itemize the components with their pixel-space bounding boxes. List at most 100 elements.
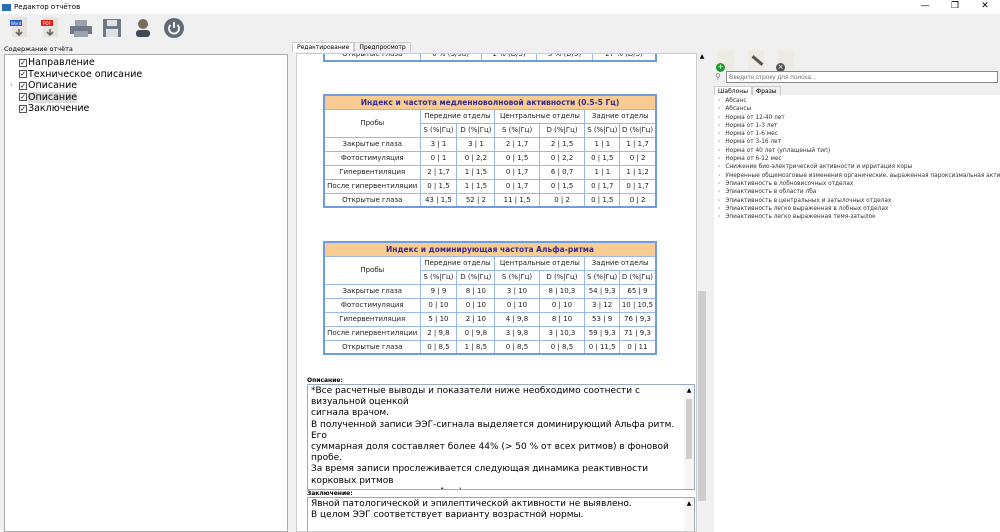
table-cell: 59 | 9,3 [584,325,620,341]
textarea-scrollbar[interactable]: ▲ [684,385,694,489]
tree-item-description-2[interactable]: ✓ Описание [9,91,287,104]
minimize-button[interactable]: — [920,1,930,11]
template-item[interactable]: › Эпиактивность в лобновисочных отделах [718,180,996,188]
panel-header: Содержание отчёта [4,45,73,53]
document-scrollbar[interactable]: ▲ [697,53,707,532]
chevron-right-icon[interactable]: › [718,180,721,187]
remove-icon: × [776,63,785,72]
chevron-right-icon[interactable]: › [718,189,721,196]
table-row: Открытые глаза 0 | 8,5 1 | 8,5 0 | 8,5 0 | 8… [323,339,657,355]
template-label: Умеренные общемозговые изменения органич… [725,172,1000,179]
print-button[interactable] [68,16,94,40]
user-button[interactable] [130,16,156,40]
template-item[interactable]: › Норма от 3-16 лет [718,138,996,146]
chevron-right-icon[interactable]: › [718,114,721,121]
checkbox[interactable]: ✓ [19,81,27,90]
template-item[interactable]: › Норма от 6-12 мес [718,155,996,163]
chevron-right-icon[interactable]: › [718,156,721,163]
table-cell: 3 | 12 [584,297,620,313]
scrollbar-thumb[interactable] [698,291,706,501]
delete-template-button[interactable]: × [776,50,794,72]
template-label: Норма от 12-40 лет [725,114,785,121]
group-header: Передние отделы [419,108,496,124]
table-cell: 54 | 9,3 [584,283,620,299]
table-cell: 1 % (D/5) [480,54,538,62]
chevron-right-icon[interactable]: › [718,131,721,138]
power-button[interactable] [161,16,187,40]
chevron-right-icon[interactable]: › [718,147,721,154]
save-button[interactable] [99,16,125,40]
text-line: В полученной записи ЭЭГ-сигнала выделяет… [311,419,675,441]
table-cell: 8 | 10,3 [538,283,586,299]
template-item[interactable]: › Абсанс [718,97,996,105]
chevron-right-icon[interactable]: › [718,205,721,212]
title-bar: Редактор отчётов — ❐ ✕ [0,0,1000,14]
tab-editing[interactable]: Редактирование [292,42,355,52]
tree-item-conclusion[interactable]: ✓ Заключение [9,103,287,115]
export-word-button[interactable]: Word [6,16,32,40]
description-textarea[interactable]: ▲ *Все расчетные выводы и показатели ниже… [307,384,695,490]
table-cell: 0 | 2 [619,192,657,208]
table-cell: 2 | 1,7 [419,164,458,180]
export-pdf-button[interactable]: PDF [37,16,63,40]
table-title: Индекс и частота медленноволновой активн… [323,94,657,110]
group-header: Задние отделы [584,255,657,271]
chevron-right-icon[interactable]: › [718,139,721,146]
close-button[interactable]: ✕ [981,1,989,11]
template-label: Эпиактивность в центральных и затылочных… [725,197,892,204]
template-label: Абсансы [725,106,752,113]
template-item[interactable]: › Абсансы [718,105,996,113]
table-row: После гипервентиляции 2 | 9,8 0 | 9,8 3 | 9… [323,325,657,341]
checkbox[interactable]: ✓ [19,70,27,78]
maximize-button[interactable]: ❐ [950,1,960,11]
svg-text:PDF: PDF [43,21,51,26]
table-cell: 0 | 1,5 [584,150,621,166]
table-cell: 0 | 2,2 [538,150,586,166]
tab-templates[interactable]: Шаблоны [714,86,752,96]
tree-item-description-1[interactable]: › ✓ Описание [9,80,287,92]
item-label: Направление [28,57,95,68]
table-cell: 43 | 1,5 [419,192,458,208]
table-cell: 0 | 11,5 [584,339,620,355]
template-item[interactable]: › Норма от 40 лет (уплащеный тип) [718,147,996,155]
template-item[interactable]: › Норма от 12-40 лет [718,114,996,122]
chevron-right-icon[interactable]: › [718,106,721,113]
table-cell: 52 | 2 [456,192,496,208]
table-cell: 1 | 1 [584,136,621,152]
checkbox[interactable]: ✓ [19,104,27,113]
template-item[interactable]: › Норма от 1-6 мес [718,130,996,138]
chevron-right-icon[interactable]: › [718,122,721,129]
template-item[interactable]: › Эпиактивность легко выраженная темя-зат… [718,213,996,221]
tree-item-tech-description[interactable]: ✓ Техническое описание [9,69,287,81]
table-cell: 5 % (D/5) [536,54,593,62]
table-cell: 8 | 10 [538,311,586,327]
tab-preview[interactable]: Предпросмотр [354,42,411,52]
search-input[interactable] [726,71,998,83]
chevron-right-icon[interactable]: › [718,98,721,104]
sub-header: D (%|Гц) [619,122,657,138]
probe-name: Гипервентиляция [323,311,421,327]
word-export-icon: Word [10,16,27,37]
conclusion-textarea[interactable]: ▲ Явной патологической и эпилептической а… [307,497,695,531]
template-item[interactable]: › Снижение био-электрической активности и… [718,163,996,171]
template-item[interactable]: › Эпиактивность легко выраженная в лобных… [718,205,996,213]
template-item[interactable]: › Умеренные общемозговые изменения органи… [718,172,1000,180]
chevron-right-icon[interactable]: › [718,172,721,179]
template-item[interactable]: › Эпиактивность в области лба [718,188,996,196]
checkbox[interactable]: ✓ [19,93,27,101]
template-label: Эпиактивность легко выраженная темя-заты… [725,214,876,221]
expand-chevron-icon[interactable]: › [10,81,13,89]
chevron-right-icon[interactable]: › [718,164,721,171]
add-template-button[interactable]: + [716,50,734,72]
template-item[interactable]: › Эпиактивность в центральных и затылочны… [718,197,996,205]
tab-phrases[interactable]: Фразы [751,86,781,96]
chevron-right-icon[interactable]: › [718,197,721,204]
edit-template-button[interactable] [748,50,764,70]
chevron-right-icon[interactable]: › [718,214,721,221]
template-label: Эпиактивность в лобновисочных отделах [725,180,854,187]
template-item[interactable]: › Норма от 1-3 лет [718,122,996,130]
textarea-scrollbar[interactable]: ▲ [684,498,694,531]
tree-item-direction[interactable]: ✓ Направление [9,57,287,69]
checkbox[interactable]: ✓ [19,58,27,67]
